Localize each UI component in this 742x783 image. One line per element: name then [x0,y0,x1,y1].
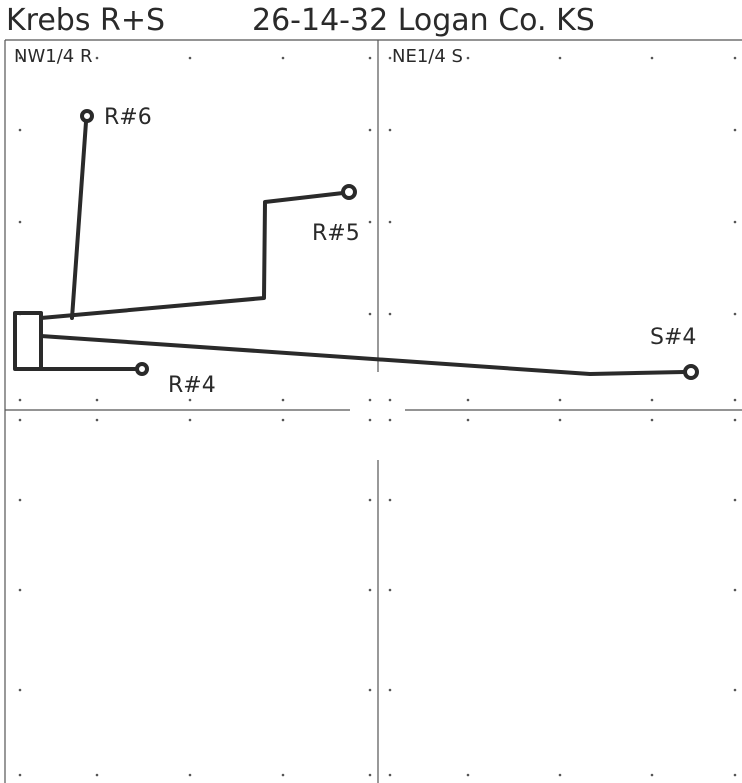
grid-dot [281,56,285,60]
grid-dot [281,398,285,402]
grid-dot [368,398,372,402]
grid-dot [18,56,22,60]
grid-dot [368,588,372,592]
grid-dot [95,56,99,60]
grid-dot [368,56,372,60]
grid-dot [95,418,99,422]
well-label: R#6 [104,105,152,130]
grid-dot [368,773,372,777]
grid-dot [18,588,22,592]
well-label: R#5 [312,221,360,246]
grid-dot [368,688,372,692]
grid-dot [188,418,192,422]
grid-dot [733,312,737,316]
well [341,184,357,200]
grid-dot [466,56,470,60]
grid-dot [733,398,737,402]
grid-dot [18,773,22,777]
grid-dot [368,220,372,224]
lease-location: 26-14-32 Logan Co. KS [252,3,595,38]
grid-dot [188,398,192,402]
grid-dot [18,128,22,132]
grid-dot [388,688,392,692]
grid-dot [466,773,470,777]
flow-line [39,334,686,376]
grid-dot [18,498,22,502]
wells [80,109,699,380]
grid-dot [466,418,470,422]
grid-dot [558,398,562,402]
grid-dot [388,312,392,316]
section-grid [4,39,742,783]
flow-line [70,120,88,320]
well-label: R#4 [168,373,216,398]
grid-dot [388,773,392,777]
lease-name: Krebs R+S [6,3,165,38]
grid-dot [733,498,737,502]
grid-dot [733,418,737,422]
grid-dot [733,773,737,777]
grid-dot [733,56,737,60]
grid-dot [733,128,737,132]
grid-dot [388,56,392,60]
grid-dot [188,56,192,60]
grid-dot [18,398,22,402]
grid-dot [281,773,285,777]
grid-dot [95,398,99,402]
grid-dot [281,418,285,422]
grid-dot [650,398,654,402]
grid-dot [188,773,192,777]
grid-dot [368,418,372,422]
well-label: S#4 [650,325,696,350]
grid-dot [650,56,654,60]
grid-dot [733,688,737,692]
grid-dot [18,418,22,422]
flow-line [39,191,345,320]
grid-dot [18,220,22,224]
grid-dot [388,398,392,402]
grid-dot [733,588,737,592]
grid-dot [650,418,654,422]
grid-dot [388,220,392,224]
grid-dot [95,773,99,777]
well [80,109,94,123]
grid-dot [388,588,392,592]
grid-dot [18,688,22,692]
grid-dot [466,398,470,402]
grid-dot [558,773,562,777]
grid-dot [368,498,372,502]
grid-dot [368,312,372,316]
grid-dot [388,498,392,502]
quadrant-label: NE1/4 S [392,46,463,67]
grid-dot [733,220,737,224]
grid-dot [388,418,392,422]
grid-dot [558,418,562,422]
tank-battery [13,311,43,371]
flow-lines [13,120,686,376]
grid-dot [558,56,562,60]
grid-dots [18,56,737,777]
grid-dot [368,128,372,132]
quadrant-label: NW1/4 R [14,46,92,67]
well [683,364,699,380]
grid-dot [388,128,392,132]
well [135,362,149,376]
grid-dot [650,773,654,777]
